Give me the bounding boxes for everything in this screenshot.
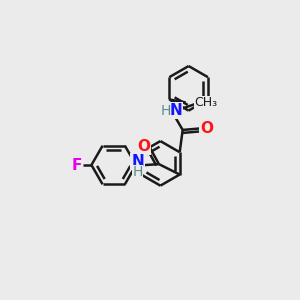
- Text: CH₃: CH₃: [195, 96, 218, 109]
- Text: H: H: [132, 165, 143, 179]
- Text: O: O: [200, 121, 213, 136]
- Text: F: F: [72, 158, 83, 172]
- Text: H: H: [160, 103, 171, 118]
- Text: N: N: [170, 103, 182, 118]
- Text: O: O: [137, 139, 150, 154]
- Text: N: N: [131, 154, 144, 169]
